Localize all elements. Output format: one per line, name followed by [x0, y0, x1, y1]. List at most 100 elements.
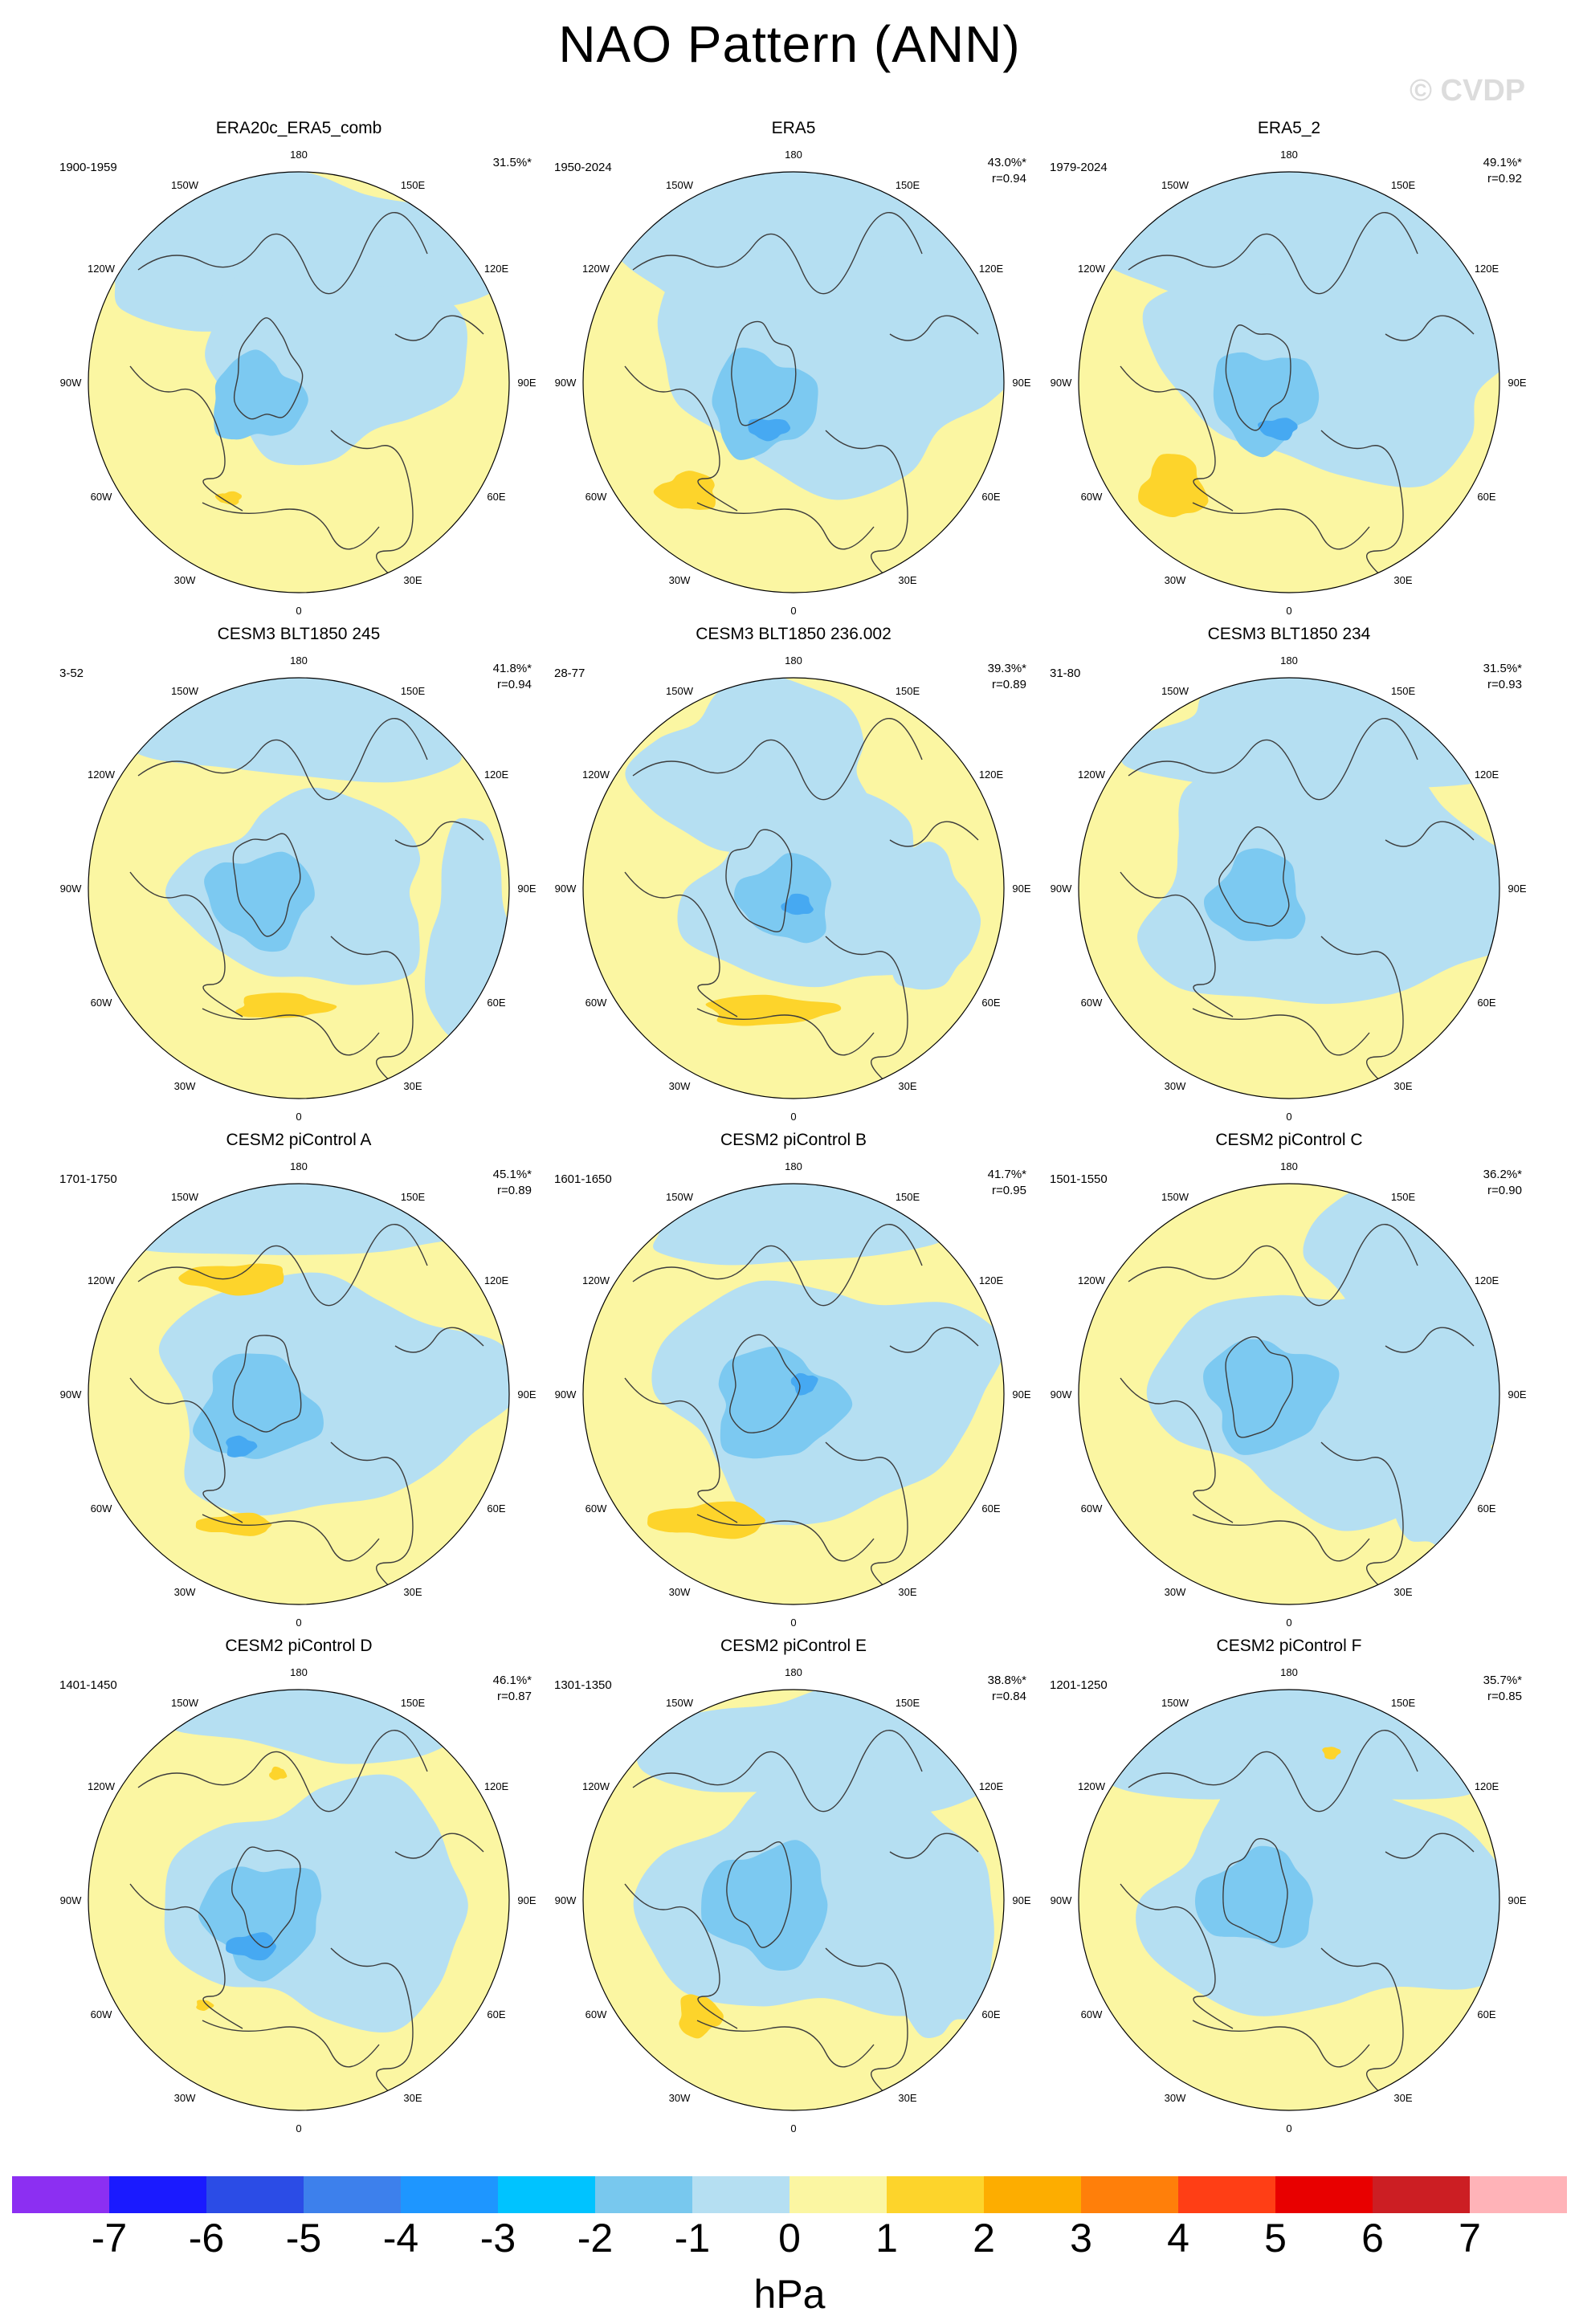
longitude-label: 180: [290, 1666, 308, 1678]
coastline: [1128, 718, 1418, 801]
coastline: [1385, 1327, 1475, 1353]
longitude-label: 0: [296, 1111, 301, 1123]
longitude-label: 30W: [174, 1080, 196, 1092]
colorbar-tick-label: 4: [1167, 2216, 1189, 2261]
colorbar-tick-label: 3: [1070, 2216, 1092, 2261]
negative-anomaly-center: [226, 1435, 258, 1458]
longitude-label: 60E: [487, 997, 505, 1009]
colorbar-unit: hPa: [753, 2272, 826, 2317]
longitude-label: 90W: [555, 1388, 577, 1401]
coastline: [1192, 502, 1370, 550]
negative-anomaly-core: [198, 1866, 322, 1982]
panel-years: 1950-2024: [554, 161, 612, 174]
longitude-label: 180: [1280, 1160, 1298, 1172]
longitude-label: 30E: [1393, 1080, 1412, 1092]
panel-years: 1601-1650: [554, 1172, 612, 1186]
longitude-label: 120E: [1475, 1780, 1499, 1792]
colorbar-segment: [498, 2176, 596, 2213]
panel-years: 1301-1350: [554, 1678, 612, 1692]
colorbar-segment: [887, 2176, 985, 2213]
negative-anomaly-region: [112, 1184, 509, 1255]
colorbar-tick-label: 6: [1361, 2216, 1384, 2261]
colorbar-segment: [1081, 2176, 1179, 2213]
longitude-label: 90E: [1012, 1388, 1030, 1401]
longitude-label: 90E: [517, 1388, 536, 1401]
longitude-label: 60E: [1477, 1502, 1495, 1515]
panel-variance-explained: 41.8%*: [492, 662, 532, 675]
coastline: [137, 1730, 428, 1812]
negative-anomaly-region: [890, 842, 981, 990]
negative-anomaly-center: [226, 1932, 277, 1961]
map-boundary: [582, 677, 1005, 1099]
longitude-label: 90E: [517, 883, 536, 895]
longitude-label: 30W: [669, 1586, 691, 1598]
coastline: [1192, 2020, 1370, 2068]
colorbar-segment: [595, 2176, 693, 2213]
greenland-outline: [231, 1846, 301, 1948]
longitude-label: 60E: [487, 2008, 505, 2020]
longitude-label: 150E: [401, 1697, 426, 1709]
longitude-label: 150E: [1391, 179, 1416, 191]
colorbar-tick-label: -2: [577, 2216, 614, 2261]
longitude-label: 90E: [1012, 883, 1030, 895]
longitude-label: 30E: [403, 2092, 422, 2104]
longitude-label: 30W: [669, 574, 691, 586]
longitude-label: 60W: [585, 997, 607, 1009]
longitude-label: 120W: [88, 263, 116, 275]
coastline: [1192, 1008, 1370, 1056]
longitude-label: 180: [1280, 149, 1298, 161]
longitude-label: 60E: [981, 2008, 1000, 2020]
negative-anomaly-core: [1203, 848, 1306, 941]
colorbar-segment: [1373, 2176, 1471, 2213]
map-boundary: [582, 171, 1005, 593]
panel-title: CESM3 BLT1850 236.002: [696, 625, 892, 643]
longitude-label: 90W: [60, 1894, 82, 1906]
panel-title: CESM2 piControl C: [1215, 1131, 1363, 1149]
longitude-label: 120E: [979, 263, 1004, 275]
longitude-label: 120E: [1475, 769, 1499, 781]
longitude-label: 120E: [1475, 263, 1499, 275]
longitude-label: 60W: [585, 2008, 607, 2020]
map-boundary: [88, 677, 510, 1099]
longitude-label: 60E: [1477, 2008, 1495, 2020]
positive-anomaly-center: [178, 1263, 284, 1296]
panel-years: 31-80: [1050, 667, 1081, 680]
panel-years: 1501-1550: [1050, 1172, 1108, 1186]
longitude-label: 180: [785, 1160, 802, 1172]
positive-anomaly-center: [235, 993, 337, 1018]
longitude-label: 150W: [666, 179, 694, 191]
positive-anomaly-center: [1138, 454, 1209, 518]
colorbar-segment: [401, 2176, 499, 2213]
coastline: [1120, 1883, 1234, 2029]
panel-pattern-correlation: r=0.87: [497, 1690, 532, 1703]
longitude-label: 60E: [1477, 491, 1495, 503]
coastline: [1120, 871, 1234, 1017]
panel-variance-explained: 43.0%*: [987, 156, 1026, 169]
coastline: [1320, 936, 1410, 1099]
longitude-label: 90W: [60, 1388, 82, 1401]
coastline: [330, 1441, 420, 1604]
positive-anomaly-center: [647, 1501, 766, 1539]
map-boundary: [88, 171, 510, 593]
polar-map: 180 150E 120E 90E 60E 30E 0 30W 60W 90W 120W 150W: [1051, 1160, 1527, 1629]
coastline: [696, 502, 875, 550]
longitude-label: 30W: [174, 1586, 196, 1598]
longitude-label: 0: [296, 2122, 301, 2134]
map-boundary: [1078, 1183, 1500, 1605]
longitude-label: 120E: [979, 1274, 1004, 1286]
longitude-label: 120E: [484, 263, 509, 275]
panel-pattern-correlation: r=0.89: [992, 678, 1026, 691]
panel-pattern-correlation: r=0.92: [1487, 172, 1522, 186]
colorbar-tick-label: 5: [1264, 2216, 1287, 2261]
negative-anomaly-center: [781, 893, 814, 915]
longitude-label: 120E: [484, 1274, 509, 1286]
polar-map: 180 150E 120E 90E 60E 30E 0 30W 60W 90W 120W 150W: [60, 654, 537, 1123]
panel-years: 1701-1750: [59, 1172, 117, 1186]
longitude-label: 120W: [88, 1780, 116, 1792]
longitude-label: 60W: [1081, 491, 1103, 503]
panel-title: ERA20c_ERA5_comb: [215, 119, 382, 137]
longitude-label: 30W: [174, 2092, 196, 2104]
panel-years: 28-77: [554, 667, 585, 680]
panel-pattern-correlation: r=0.84: [992, 1690, 1026, 1703]
longitude-label: 0: [790, 1617, 796, 1629]
